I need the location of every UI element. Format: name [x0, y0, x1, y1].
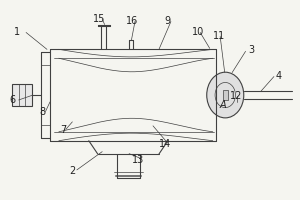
Text: 14: 14 [159, 139, 171, 149]
Text: 6: 6 [10, 95, 16, 105]
Bar [12, 84, 32, 106]
Text: 12: 12 [230, 91, 243, 101]
Text: 10: 10 [192, 27, 204, 37]
Text: A: A [220, 100, 226, 110]
Text: 4: 4 [275, 71, 281, 81]
Text: 8: 8 [39, 107, 46, 117]
Text: 16: 16 [126, 16, 138, 26]
Text: 7: 7 [60, 125, 67, 135]
Ellipse shape [207, 72, 244, 118]
Bar [223, 90, 228, 100]
Text: 2: 2 [69, 166, 76, 176]
Text: 3: 3 [248, 45, 255, 55]
Text: 1: 1 [14, 27, 20, 37]
Text: 9: 9 [165, 16, 171, 26]
Text: 11: 11 [213, 31, 225, 41]
Text: 13: 13 [132, 155, 144, 165]
Text: 15: 15 [93, 14, 105, 24]
